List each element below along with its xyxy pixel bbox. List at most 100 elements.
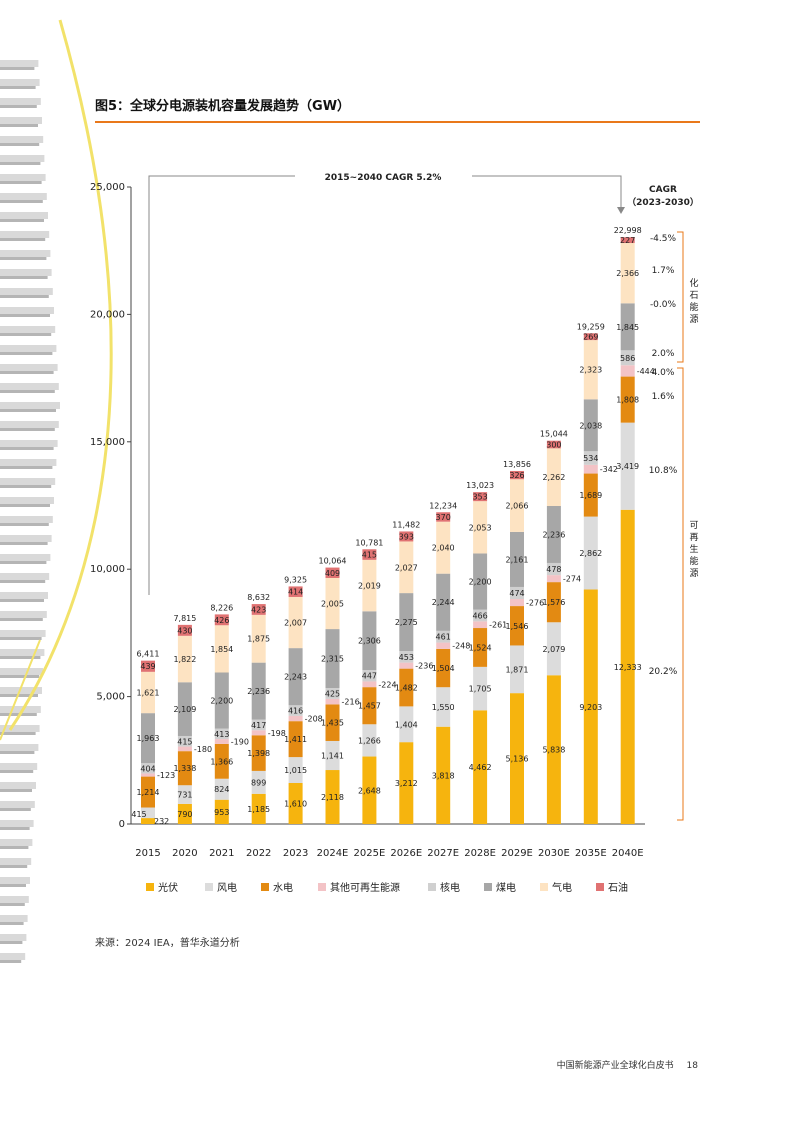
stair-shadow	[0, 276, 48, 279]
data-label: 1,266	[358, 736, 381, 745]
stair-shadow	[0, 314, 50, 317]
cagr-header-years: （2023-2030）	[627, 197, 699, 208]
x-tick-label: 2026E	[390, 848, 422, 859]
data-label: 2,005	[321, 600, 344, 609]
stair-shadow	[0, 352, 53, 355]
bar-segment	[473, 621, 488, 629]
bar-segment	[177, 785, 192, 804]
bar-segment	[177, 682, 192, 736]
data-label: 1,185	[247, 805, 270, 814]
stair-step	[0, 687, 42, 694]
bar-segment	[399, 651, 414, 663]
data-label: 1,621	[137, 688, 160, 697]
data-label: 461	[436, 633, 451, 642]
data-label: 824	[214, 785, 229, 794]
stair-step	[0, 117, 42, 124]
legend-swatch	[540, 883, 548, 891]
bar-segment	[214, 739, 229, 744]
stair-step	[0, 573, 50, 580]
bar-segment	[288, 757, 303, 783]
bar-segment	[141, 660, 155, 672]
total-label: 11,482	[392, 520, 420, 529]
bar-segment	[546, 675, 561, 824]
data-label: -444	[637, 367, 655, 376]
legend-label: 其他可再生能源	[330, 881, 400, 894]
bar-segment	[177, 735, 192, 747]
stair-step	[0, 212, 48, 219]
data-label: 3,818	[432, 771, 455, 780]
bar-segment	[214, 672, 229, 729]
data-label: 953	[214, 808, 229, 817]
stair-step	[0, 592, 48, 599]
bar-segment	[583, 464, 598, 474]
bar-segment	[436, 521, 451, 574]
data-label: 12,333	[614, 663, 642, 672]
stair-step	[0, 725, 40, 732]
bar-segment	[399, 706, 414, 743]
stair-shadow	[0, 67, 35, 70]
bar-segment	[362, 670, 377, 682]
stair-shadow	[0, 599, 44, 602]
bar-segment	[362, 549, 377, 560]
data-label: 1,398	[247, 749, 270, 758]
legend-swatch	[261, 883, 269, 891]
stair-shadow	[0, 751, 35, 754]
yellow-railing-lower	[0, 639, 41, 741]
bar-segment	[251, 614, 266, 663]
data-label: -216	[342, 698, 360, 707]
data-label: 447	[362, 672, 377, 681]
data-label: 415	[177, 737, 192, 746]
stair-shadow	[0, 504, 50, 507]
data-label: 2,200	[469, 577, 492, 586]
stair-step	[0, 478, 56, 485]
title-divider	[95, 121, 700, 123]
stair-shadow	[0, 827, 30, 830]
data-label: -198	[268, 729, 286, 738]
data-label: 2,040	[432, 544, 455, 553]
page-footer: 中国新能源产业全球化白皮书 18	[547, 1058, 698, 1071]
renewable-group-label: 再	[689, 532, 698, 543]
y-tick-label: 5,000	[96, 692, 125, 703]
cagr-value: 1.7%	[652, 266, 675, 276]
bar-segment	[362, 687, 377, 725]
data-label: 9,203	[579, 703, 602, 712]
y-tick-label: 20,000	[90, 309, 125, 320]
bar-segment	[141, 773, 155, 777]
stair-shadow	[0, 637, 42, 640]
y-tick-label: 10,000	[90, 564, 125, 575]
stair-step	[0, 459, 57, 466]
stair-shadow	[0, 238, 46, 241]
stair-step	[0, 877, 30, 884]
x-tick-label: 2040E	[612, 848, 644, 859]
x-tick-label: 2029E	[501, 848, 533, 859]
data-label: 1,504	[432, 664, 455, 673]
fossil-bracket	[677, 231, 684, 363]
bar-segment	[620, 509, 635, 824]
stair-shadow	[0, 884, 26, 887]
figure-title: 图5：全球分电源装机容量发展趋势（GW）	[95, 99, 351, 114]
data-label: 2,236	[247, 687, 270, 696]
data-label: 439	[140, 662, 155, 671]
stair-shadow	[0, 732, 36, 735]
bar-segment	[436, 642, 451, 649]
fossil-group-label: 源	[689, 314, 698, 325]
x-tick-label: 2022	[246, 848, 271, 859]
bar-segment	[399, 742, 414, 824]
data-label: -274	[563, 575, 581, 584]
footer-text: 中国新能源产业全球化白皮书	[556, 1061, 674, 1071]
data-label: 2,306	[358, 637, 381, 646]
data-label: 3,212	[395, 779, 418, 788]
bar-segment	[141, 776, 155, 808]
bar-segment	[288, 586, 303, 597]
bar-segment	[214, 743, 229, 779]
stair-shadow	[0, 447, 54, 450]
stair-step	[0, 953, 26, 960]
cagr-value: 20.2%	[649, 667, 678, 677]
stair-shadow	[0, 941, 23, 944]
bar-segment	[510, 599, 524, 607]
stair-step	[0, 611, 47, 618]
data-label: 416	[288, 707, 303, 716]
legend-swatch	[205, 883, 213, 891]
bar-segment	[362, 681, 377, 688]
stair-shadow	[0, 181, 42, 184]
